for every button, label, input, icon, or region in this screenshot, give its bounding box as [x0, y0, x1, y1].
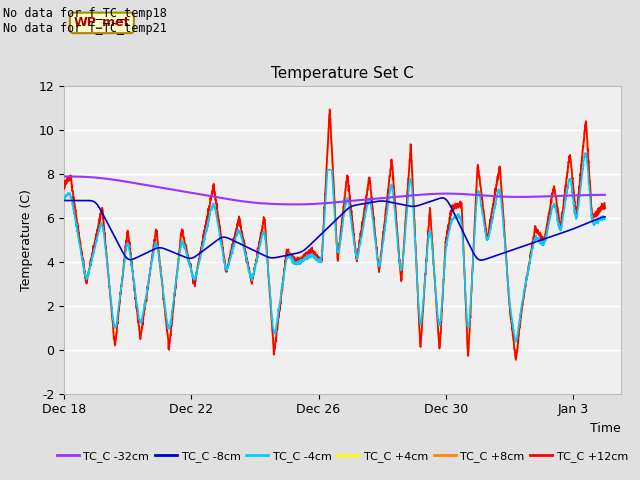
Text: No data for f_TC_temp18: No data for f_TC_temp18 — [3, 7, 167, 20]
Text: No data for f_TC_temp21: No data for f_TC_temp21 — [3, 22, 167, 35]
Title: Temperature Set C: Temperature Set C — [271, 66, 414, 81]
Text: WP_met: WP_met — [74, 16, 130, 29]
Y-axis label: Temperature (C): Temperature (C) — [20, 189, 33, 291]
X-axis label: Time: Time — [590, 422, 621, 435]
Legend: TC_C -32cm, TC_C -8cm, TC_C -4cm, TC_C +4cm, TC_C +8cm, TC_C +12cm: TC_C -32cm, TC_C -8cm, TC_C -4cm, TC_C +… — [52, 447, 632, 467]
